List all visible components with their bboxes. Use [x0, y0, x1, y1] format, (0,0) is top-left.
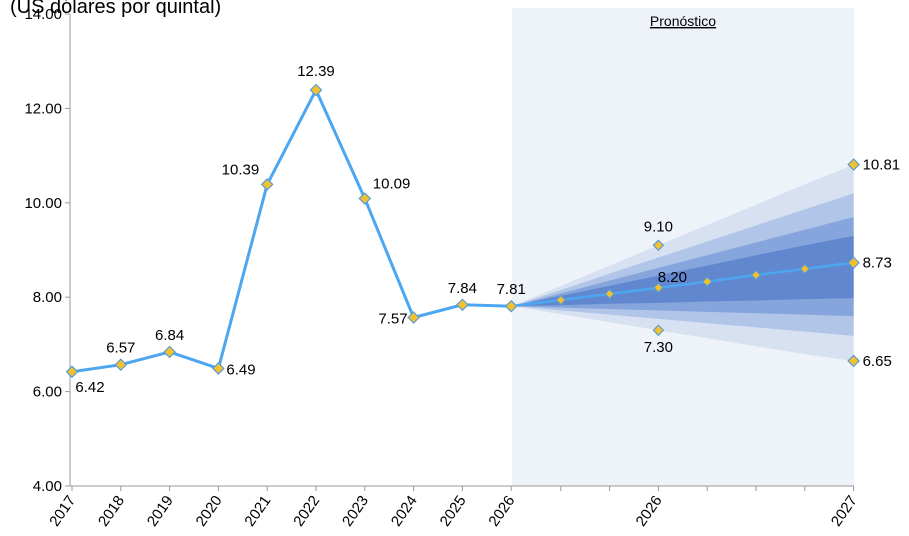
- fan-chart-bands: [512, 164, 854, 361]
- forecast-central-label: 8.73: [863, 255, 892, 272]
- series-markers: [65, 83, 860, 379]
- y-tick-label: 14.00: [24, 6, 62, 23]
- forecast-lower-label: 6.65: [863, 353, 892, 370]
- y-tick-label: 6.00: [33, 384, 62, 401]
- x-tick-label: 2019: [144, 493, 177, 530]
- historical-data-label: 7.84: [448, 280, 477, 297]
- historical-point: [504, 299, 518, 313]
- data-labels: 6.42 6.57 6.84 6.49 10.39 12.39 10.09 7.57 7.84 7…: [75, 63, 900, 396]
- historical-point: [163, 345, 176, 359]
- historical-point: [407, 311, 420, 324]
- historical-data-label: 6.57: [106, 340, 135, 357]
- historical-point: [212, 362, 225, 375]
- historical-data-label: 7.57: [378, 310, 407, 327]
- series-lines: [71, 88, 854, 374]
- historical-point: [65, 365, 79, 379]
- forecast-point: [799, 263, 811, 275]
- x-tick-label: 2021: [241, 493, 274, 530]
- historical-data-label: 7.81: [497, 281, 526, 298]
- forecast-upper-point: [652, 239, 665, 252]
- historical-point: [260, 178, 274, 191]
- historical-data-label: 12.39: [297, 63, 335, 80]
- historical-data-label: 10.09: [373, 176, 411, 193]
- forecast-lower-point: [652, 324, 665, 337]
- historical-data-label: 6.49: [226, 361, 255, 378]
- x-tick-label: 2026: [633, 493, 666, 530]
- forecast-title: Pronóstico: [650, 13, 716, 29]
- forecast-point: [750, 269, 762, 281]
- x-tick-label: 2026: [485, 493, 518, 530]
- x-tick-label: 2020: [193, 493, 226, 530]
- forecast-point: [604, 288, 615, 300]
- x-tick-label: 2025: [437, 493, 470, 530]
- forecast-central-label: 8.20: [658, 269, 687, 286]
- y-tick-label: 4.00: [33, 478, 62, 495]
- x-tick-label: 2027: [828, 493, 861, 530]
- x-tick-label: 2017: [46, 493, 79, 530]
- historical-point: [114, 358, 128, 372]
- historical-line: [71, 88, 512, 374]
- historical-point: [309, 83, 323, 97]
- fan-band-4: [512, 235, 854, 307]
- historical-data-label: 10.39: [222, 161, 260, 178]
- forecast-lower-point: [847, 354, 860, 368]
- y-tick-label: 12.00: [24, 100, 62, 117]
- unit-label: (US dólares por quintal): [10, 0, 221, 18]
- x-tick-label: 2023: [339, 493, 372, 530]
- historical-point: [358, 192, 372, 205]
- x-tick-label: 2022: [290, 493, 323, 530]
- forecast-point: [847, 256, 860, 270]
- historical-data-label: 6.84: [155, 327, 184, 344]
- y-tick-label: 8.00: [33, 289, 62, 306]
- forecast-upper-point: [847, 158, 860, 171]
- forecast-point: [701, 276, 713, 287]
- forecast-point: [653, 282, 664, 294]
- historical-point: [456, 298, 469, 312]
- forecast-upper-label: 9.10: [644, 218, 673, 235]
- forecast-central-line: [511, 261, 854, 308]
- x-tick-label: 2024: [388, 493, 421, 530]
- x-tick-label: 2018: [95, 493, 128, 530]
- y-tick-label: 10.00: [24, 195, 62, 212]
- forecast-upper-label: 10.81: [863, 157, 901, 174]
- forecast-point: [555, 294, 567, 306]
- forecast-lower-label: 7.30: [644, 339, 673, 356]
- historical-data-label: 6.42: [75, 379, 104, 396]
